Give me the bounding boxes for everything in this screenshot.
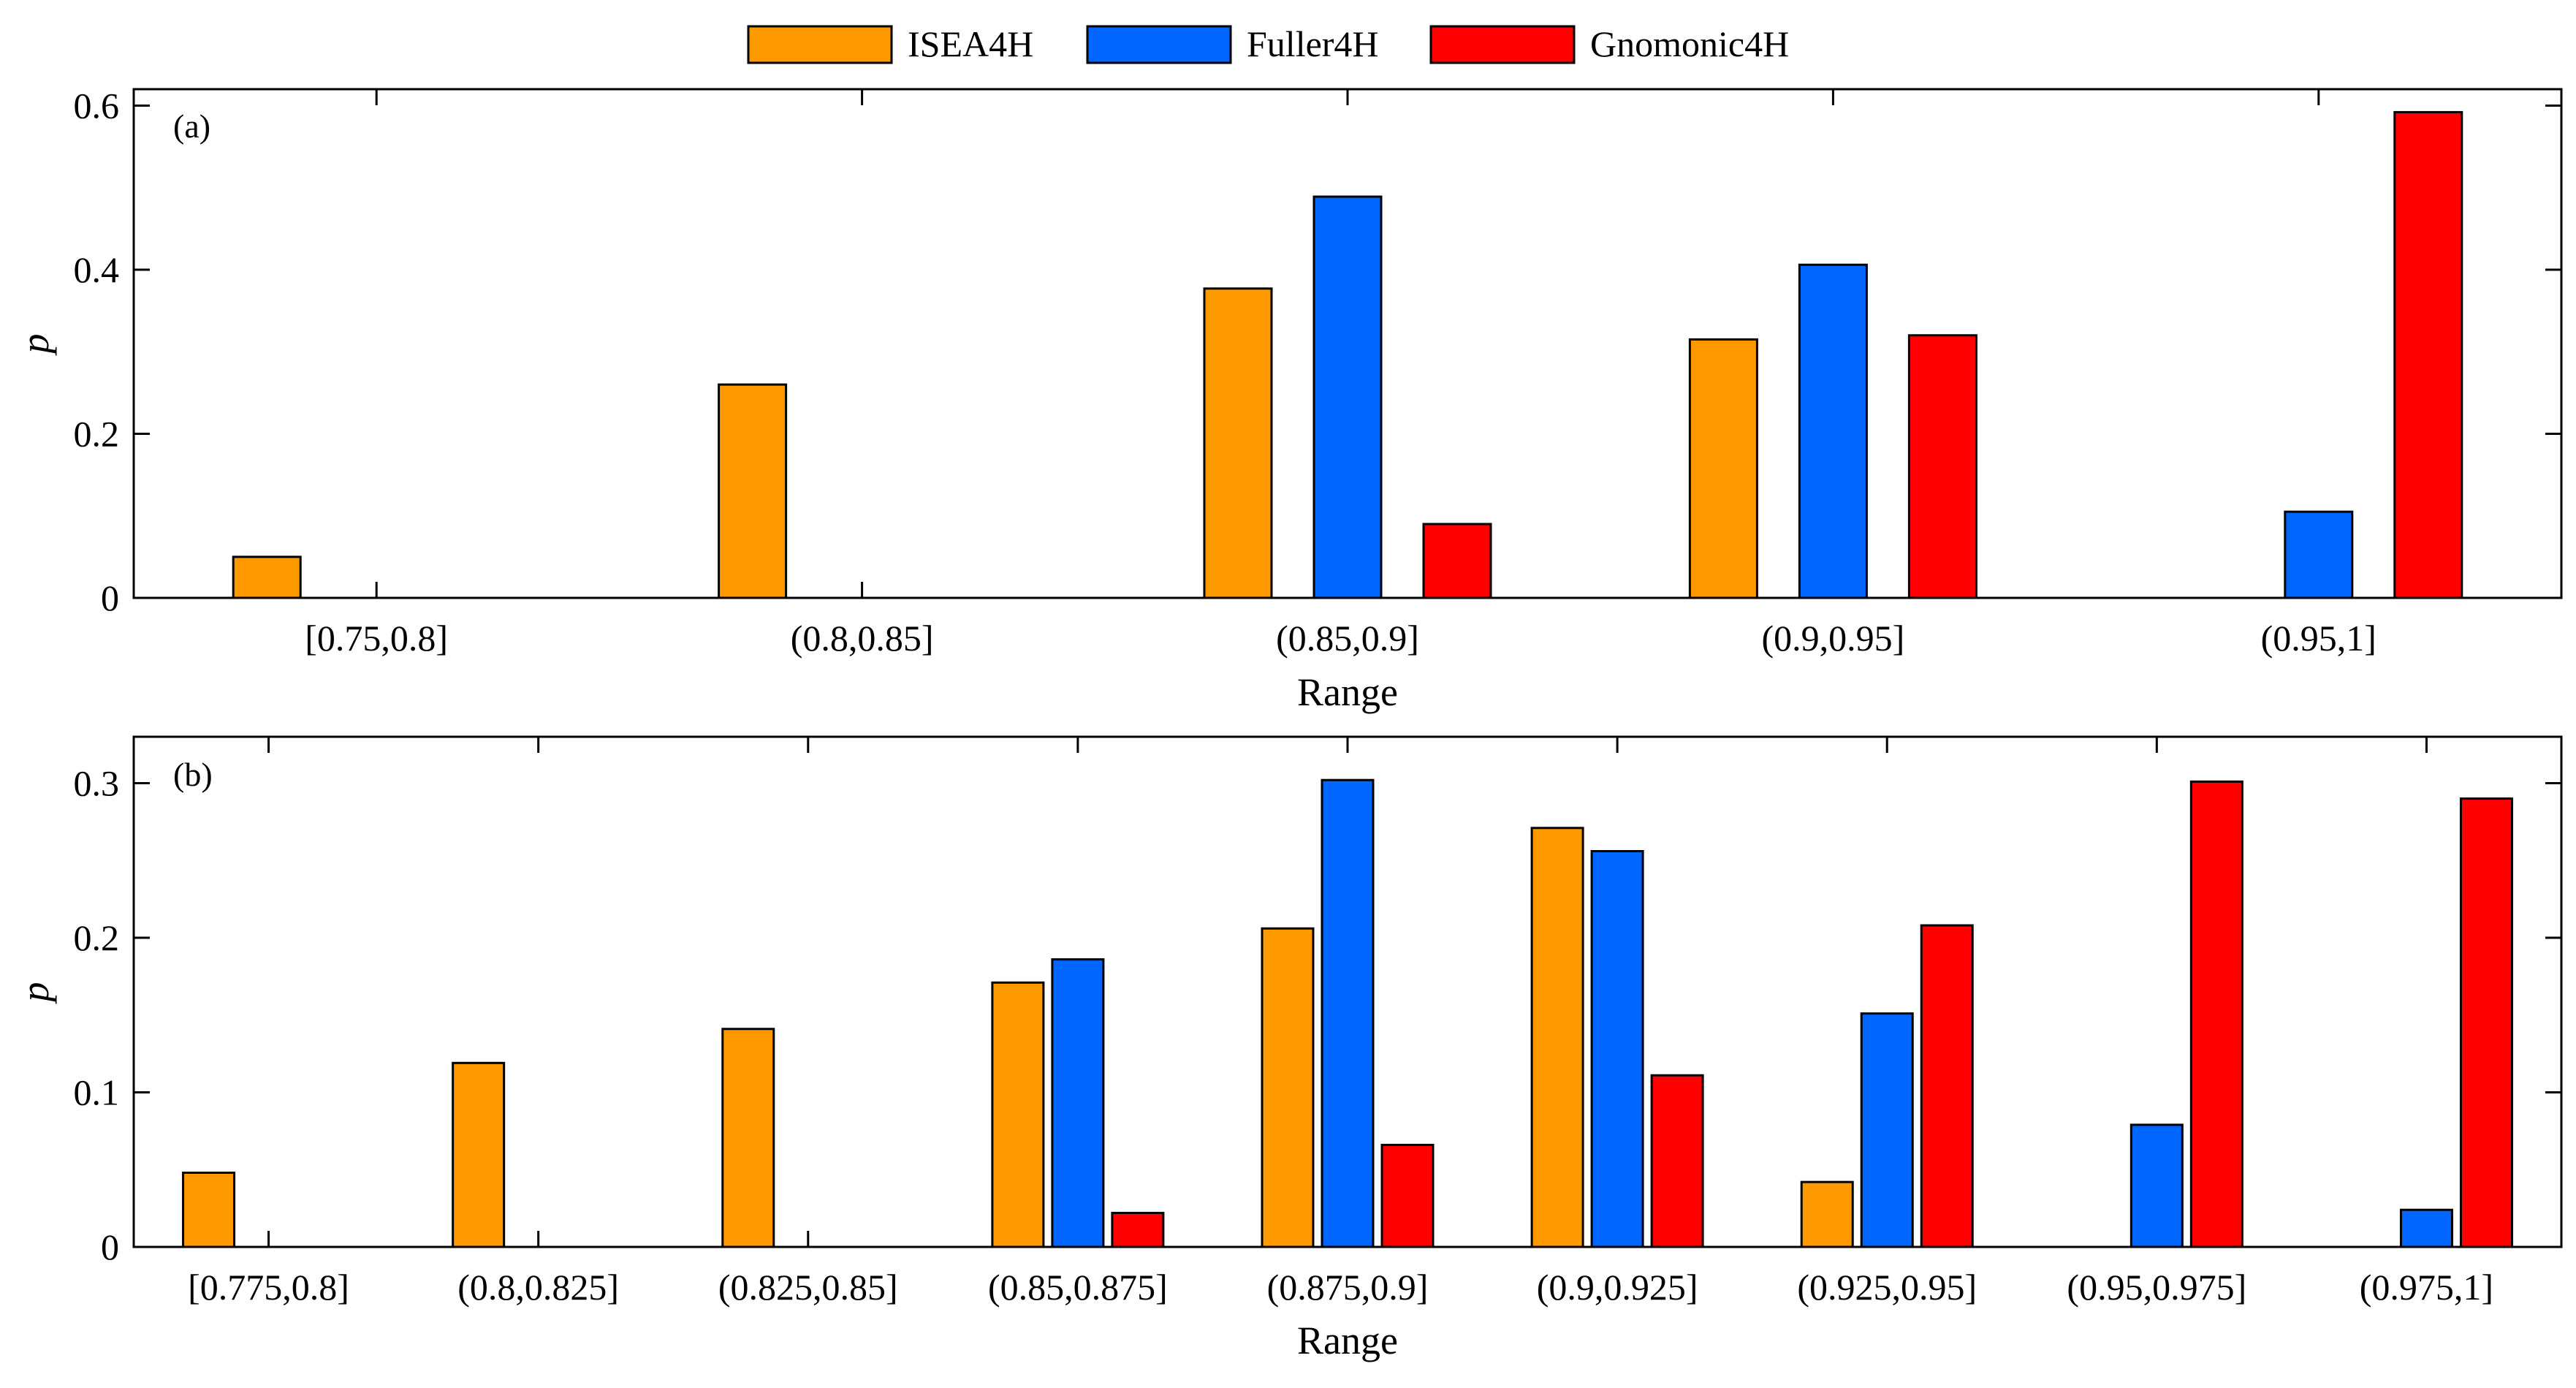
bar-fuller4h-4 <box>2284 510 2354 599</box>
category-label: (0.9,0.95] <box>1761 618 1904 659</box>
bar-isea4h-5 <box>1530 827 1584 1248</box>
bar-fuller4h-7 <box>2129 1123 2184 1248</box>
bar-fuller4h-3 <box>1051 958 1105 1248</box>
y-tick-label: 0.1 <box>74 1072 120 1112</box>
legend-label-2: Gnomonic4H <box>1590 23 1789 64</box>
y-tick-label: 0.6 <box>74 85 120 126</box>
bar-isea4h-2 <box>1203 287 1273 599</box>
legend-label-0: ISEA4H <box>908 23 1033 64</box>
legend: ISEA4H Fuller4H Gnomonic4H <box>747 23 1789 64</box>
category-label: (0.95,0.975] <box>2067 1267 2246 1308</box>
panel-label: (a) <box>173 107 210 145</box>
y-tick-label: 0.3 <box>74 762 120 803</box>
bar-fuller4h-2 <box>1312 195 1383 599</box>
legend-label-1: Fuller4H <box>1247 23 1379 64</box>
category-label: (0.95,1] <box>2261 618 2376 659</box>
y-tick-label: 0.2 <box>74 917 120 958</box>
legend-swatch-2 <box>1429 25 1576 64</box>
bar-isea4h-0 <box>182 1171 236 1248</box>
bar-fuller4h-3 <box>1798 263 1868 599</box>
bar-isea4h-3 <box>991 981 1045 1248</box>
category-label: (0.925,0.95] <box>1797 1267 1977 1308</box>
y-tick-label: 0 <box>101 577 119 618</box>
category-label: [0.75,0.8] <box>305 618 448 659</box>
category-label: (0.85,0.9] <box>1276 618 1419 659</box>
bar-isea4h-6 <box>1800 1180 1854 1248</box>
bar-gnomonic4h-8 <box>2459 797 2513 1248</box>
chart-panel-a: 0 0.2 0.4 0.6 [0.75,0.8] (0.8,0.85] (0.85,0.9]… <box>13 85 2563 714</box>
bar-fuller4h-8 <box>2399 1208 2453 1248</box>
category-label: (0.8,0.85] <box>791 618 934 659</box>
bar-gnomonic4h-4 <box>1380 1143 1435 1248</box>
bar-gnomonic4h-2 <box>1422 523 1492 599</box>
y-tick-label: 0.4 <box>74 249 120 290</box>
bar-gnomonic4h-4 <box>2393 110 2463 599</box>
bar-isea4h-0 <box>232 555 302 599</box>
legend-swatch-0 <box>747 25 893 64</box>
bar-gnomonic4h-6 <box>1920 924 1974 1248</box>
category-label: (0.8,0.825] <box>457 1267 619 1308</box>
bar-fuller4h-5 <box>1590 850 1644 1248</box>
y-tick-label: 0 <box>101 1226 119 1267</box>
bar-fuller4h-4 <box>1321 778 1375 1248</box>
category-label: (0.975,1] <box>2360 1267 2493 1308</box>
category-label: (0.825,0.85] <box>718 1267 898 1308</box>
bar-gnomonic4h-3 <box>1907 334 1977 599</box>
category-label: (0.875,0.9] <box>1267 1267 1429 1308</box>
bar-isea4h-1 <box>718 383 788 599</box>
y-axis-title: p <box>13 982 57 1005</box>
bar-isea4h-2 <box>721 1028 775 1248</box>
legend-swatch-1 <box>1086 25 1232 64</box>
bar-gnomonic4h-5 <box>1650 1074 1704 1248</box>
category-label: (0.9,0.925] <box>1537 1267 1698 1308</box>
x-axis-title: Range <box>1297 1319 1398 1362</box>
bar-gnomonic4h-7 <box>2189 780 2243 1248</box>
bar-fuller4h-6 <box>1860 1012 1914 1248</box>
bar-isea4h-1 <box>452 1061 506 1248</box>
panel-label: (b) <box>173 756 213 793</box>
bar-gnomonic4h-3 <box>1111 1211 1165 1248</box>
category-label: [0.775,0.8] <box>188 1267 349 1308</box>
category-label: (0.85,0.875] <box>988 1267 1168 1308</box>
chart-panel-b: 0 0.1 0.2 0.3 [0.775,0.8] (0.8,0.825] (0.825,0… <box>13 735 2563 1362</box>
y-axis-title: p <box>13 334 57 357</box>
bar-isea4h-4 <box>1261 927 1315 1248</box>
x-axis-title: Range <box>1297 670 1398 714</box>
y-tick-label: 0.2 <box>74 413 120 454</box>
bar-isea4h-3 <box>1688 338 1758 599</box>
